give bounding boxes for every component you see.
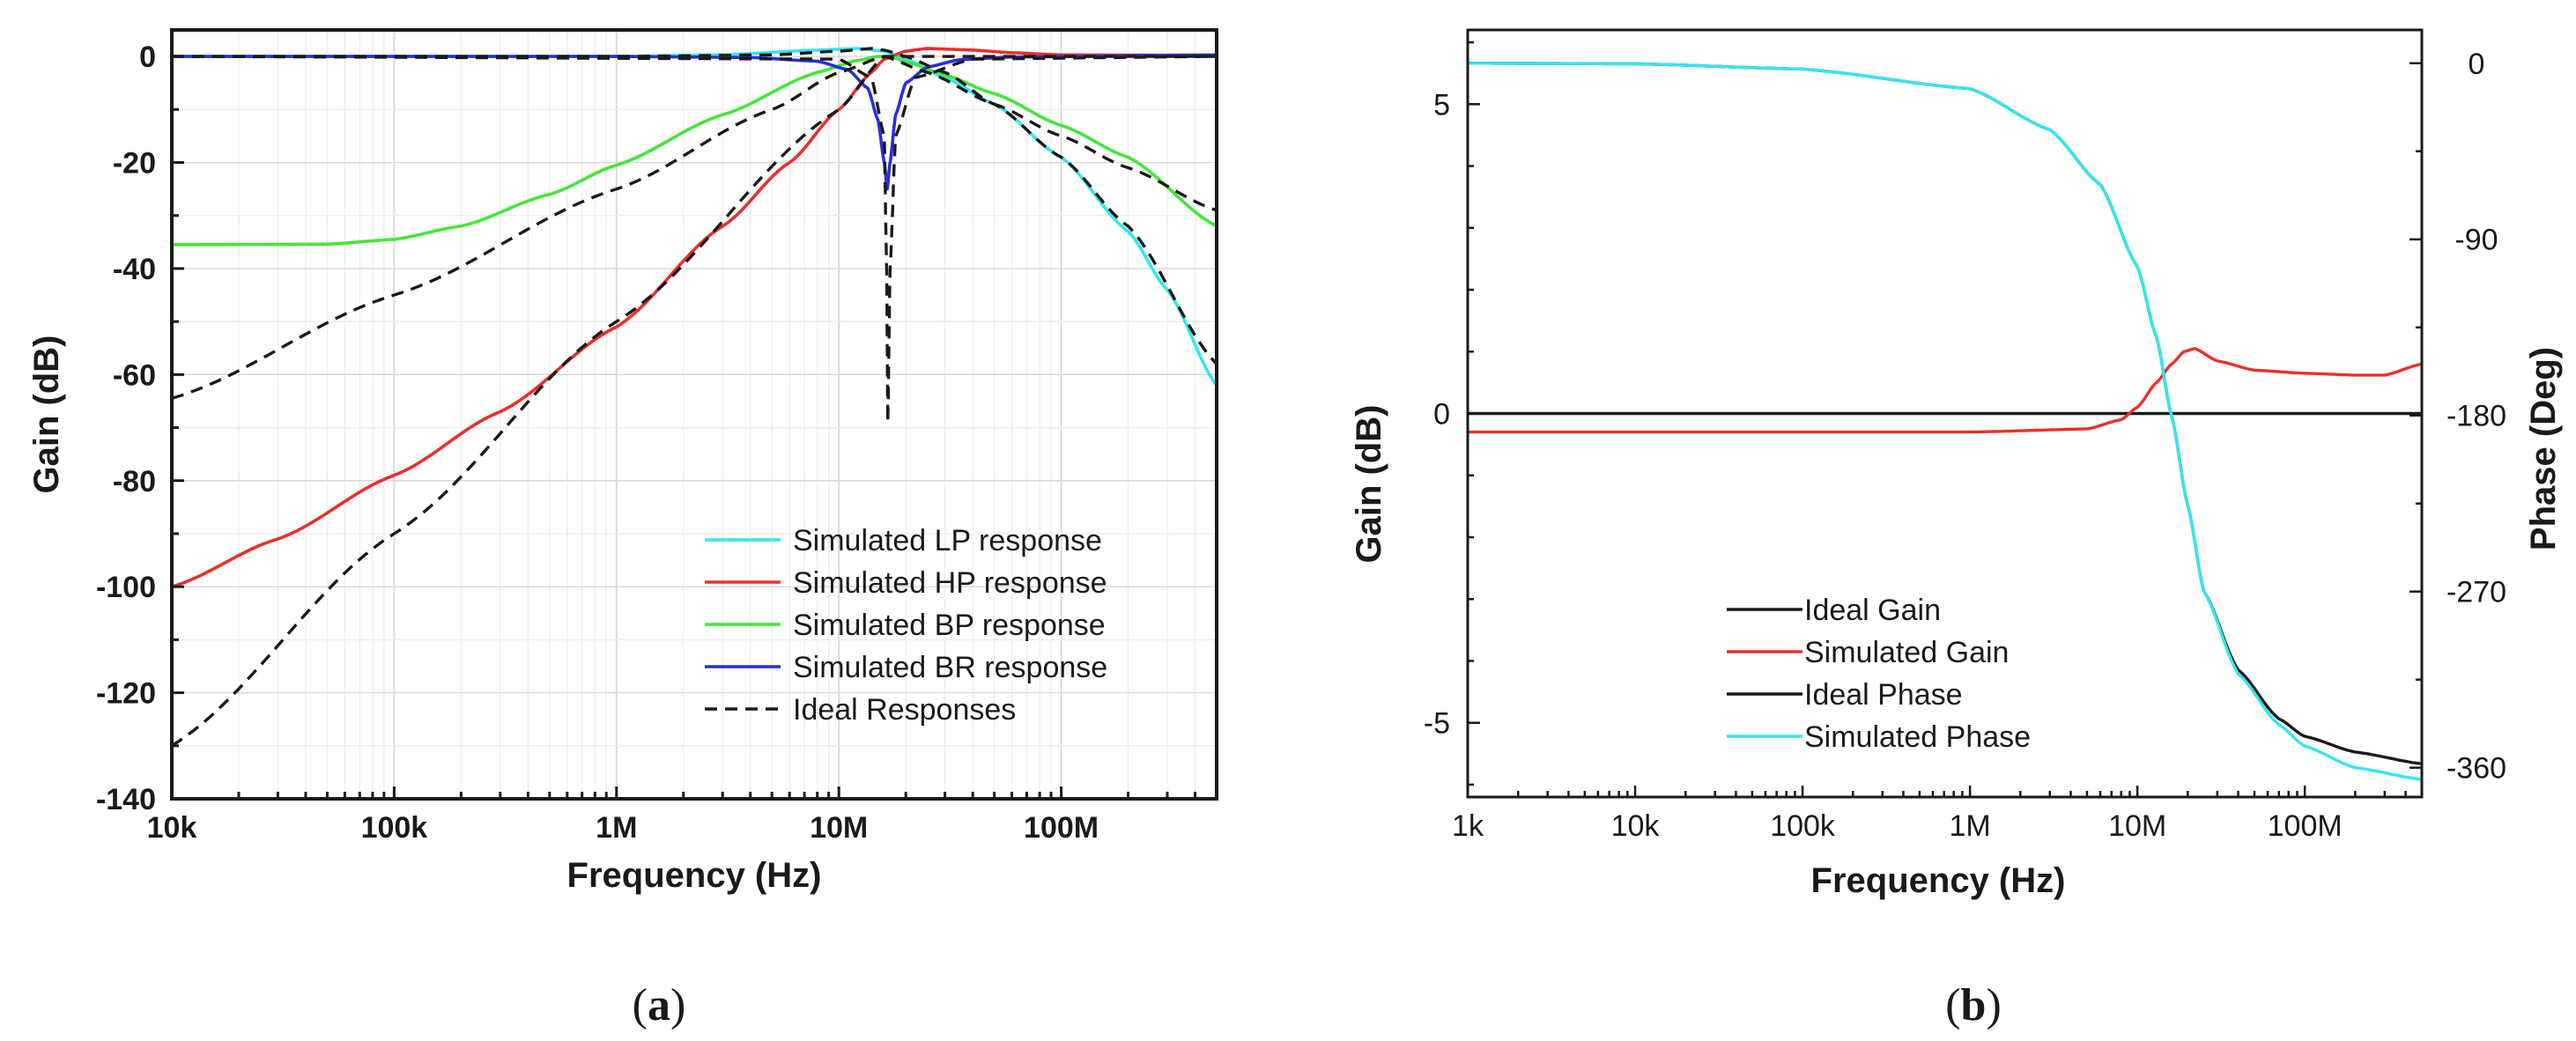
series-line-ideal-responses (171, 55, 1217, 748)
series-line-ideal-br (171, 55, 1218, 425)
y-tick-label: -60 (113, 358, 156, 392)
chart-b-series (1468, 62, 2423, 781)
x-tick-label: 100M (2268, 809, 2343, 843)
chart-b-caption: (b) (1945, 980, 2002, 1030)
y-tick-label: -120 (96, 677, 156, 711)
x-tick-label: 100k (361, 811, 428, 845)
legend-label-ideal-phase: Ideal Phase (1804, 678, 1963, 712)
chart-a-grid (171, 30, 1218, 800)
y-tick-label: -140 (96, 783, 156, 816)
y-tick-label: 5 (1433, 88, 1450, 122)
legend-label-simulated-gain: Simulated Gain (1804, 636, 2009, 669)
series-line-simulated-phase (1468, 62, 2423, 781)
chart-b-y-axis-title: Gain (dB) (1350, 405, 1388, 564)
chart-b-y-axis-right-title: Phase (Deg) (2524, 347, 2563, 550)
y-tick-label: -100 (96, 571, 156, 604)
series-line-ideal-bp (171, 55, 1218, 401)
x-tick-label: 1k (1452, 809, 1484, 843)
chart-b-x-axis-title: Frequency (Hz) (1811, 861, 2066, 900)
chart-a-caption: (a) (633, 980, 686, 1030)
chart-b-legend: Ideal Gain Simulated Gain Ideal Phase Simul… (1727, 594, 2031, 754)
series-line-simulated-hp-response (171, 47, 1217, 588)
series-line-simulated-br-response (172, 53, 1218, 191)
legend-label-simulated-br-response: Simulated BR response (793, 651, 1107, 684)
y-right-tick-label: 0 (2469, 48, 2485, 81)
x-tick-label: 1M (596, 811, 637, 845)
x-tick-label: 100M (1024, 811, 1099, 845)
chart-a-y-axis-title: Gain (dB) (27, 336, 66, 494)
chart-a-x-axis-title: Frequency (Hz) (567, 856, 822, 895)
x-tick-label: 100k (1770, 809, 1836, 843)
chart-b-ticks: 1k 10k 100k 1M 10M 100M 5 0 -5 0 -90 -180 -270 -360 (1424, 41, 2506, 843)
chart-a-series (171, 47, 1218, 748)
y-tick-label: -20 (113, 147, 156, 181)
legend-label-simulated-hp-response: Simulated HP response (793, 566, 1107, 600)
series-line-simulated-lp-response (172, 47, 1218, 387)
y-tick-label: 0 (139, 41, 156, 74)
x-tick-label: 10M (2108, 809, 2166, 843)
y-right-tick-label: -360 (2446, 752, 2506, 786)
legend-label-ideal-responses: Ideal Responses (793, 693, 1016, 727)
series-line-simulated-bp-response (172, 55, 1218, 247)
x-tick-label: 10k (147, 811, 197, 845)
chart-b: 1k 10k 100k 1M 10M 100M 5 0 -5 0 -90 -180 -270 -360 F… (1350, 28, 2563, 1030)
chart-a: 10k 100k 1M 10M 100M 0 -20 -40 -60 -80 -100 -120 -14… (27, 28, 1218, 1030)
legend-label-simulated-bp-response: Simulated BP response (793, 609, 1106, 642)
y-right-tick-label: -180 (2446, 400, 2506, 433)
y-tick-label: -5 (1424, 707, 1450, 741)
x-tick-label: 10M (810, 811, 868, 845)
chart-a-legend: Simulated LP response Simulated HP respon… (705, 524, 1107, 727)
series-line-ideal-lp (172, 47, 1218, 365)
legend-label-simulated-lp-response: Simulated LP response (793, 524, 1102, 557)
legend-label-simulated-phase: Simulated Phase (1804, 720, 2031, 754)
legend-label-ideal-gain: Ideal Gain (1804, 594, 1941, 627)
chart-a-plot-frame (170, 28, 1218, 801)
y-right-tick-label: -270 (2446, 576, 2506, 609)
y-tick-label: -40 (113, 253, 156, 286)
y-tick-label: -80 (113, 465, 156, 498)
chart-a-ticks: 10k 100k 1M 10M 100M 0 -20 -40 -60 -80 -100 -120 -14… (96, 41, 1218, 845)
y-right-tick-label: -90 (2454, 224, 2498, 257)
x-tick-label: 1M (1949, 809, 1990, 843)
series-line-simulated-gain (1468, 347, 2423, 434)
y-tick-label: 0 (1433, 398, 1450, 432)
x-tick-label: 10k (1611, 809, 1661, 843)
